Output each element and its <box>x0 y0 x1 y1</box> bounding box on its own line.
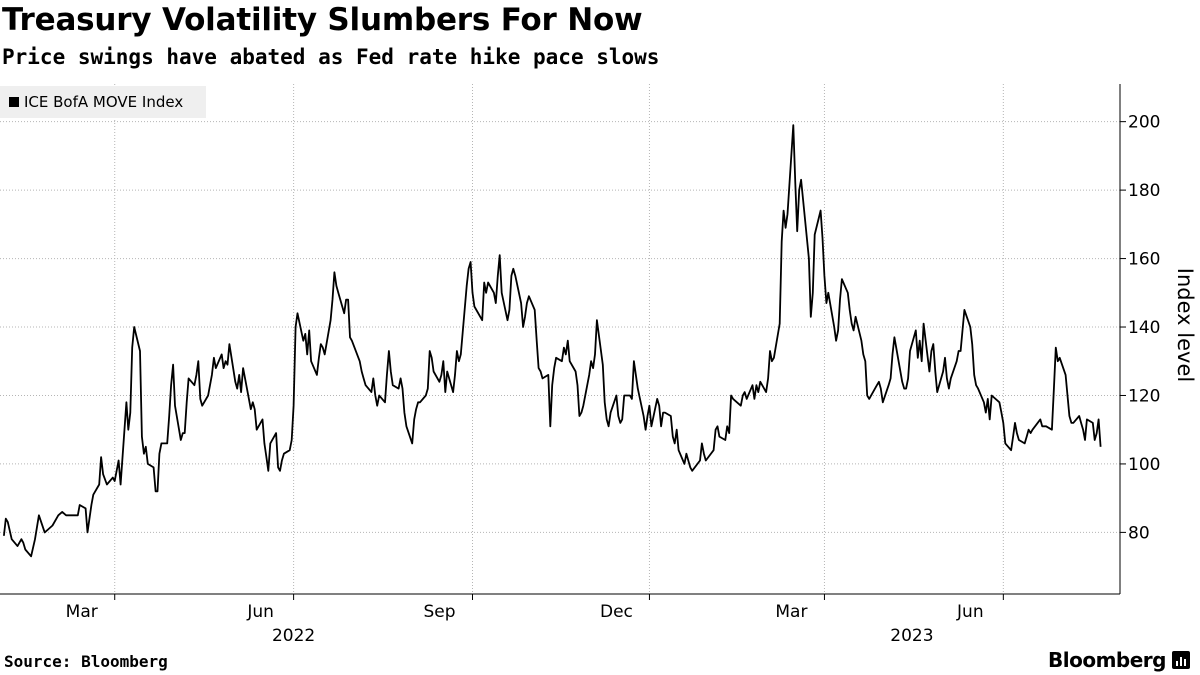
chart-title: Treasury Volatility Slumbers For Now <box>2 2 643 38</box>
x-year-label: 2023 <box>890 626 933 646</box>
y-tick-label: 140 <box>1128 318 1160 338</box>
y-axis-title: Index level <box>1173 268 1197 382</box>
bloomberg-chart-icon <box>1171 651 1190 669</box>
x-year-label: 2022 <box>272 626 315 646</box>
x-tick-label: Sep <box>423 602 455 622</box>
axes <box>0 84 1126 600</box>
y-tick-label: 120 <box>1128 386 1160 406</box>
gridlines <box>0 84 1120 594</box>
y-tick-label: 80 <box>1128 523 1150 543</box>
source-note: Source: Bloomberg <box>4 652 168 671</box>
series-layer <box>3 124 1102 558</box>
series-line-move-index <box>3 124 1102 558</box>
legend-label: ICE BofA MOVE Index <box>24 93 184 111</box>
y-tick-label: 180 <box>1128 181 1160 201</box>
brand-logo: Bloomberg <box>1048 648 1190 672</box>
x-tick-label: Jun <box>956 602 984 622</box>
x-tick-label: Mar <box>66 602 98 622</box>
y-tick-label: 100 <box>1128 455 1160 475</box>
legend-swatch <box>9 97 19 107</box>
x-tick-label: Dec <box>600 602 633 622</box>
x-tick-label: Jun <box>246 602 274 622</box>
x-tick-label: Mar <box>775 602 807 622</box>
y-tick-label: 200 <box>1128 113 1160 133</box>
y-tick-label: 160 <box>1128 250 1160 270</box>
chart-subtitle: Price swings have abated as Fed rate hik… <box>2 45 660 69</box>
brand-wordmark: Bloomberg <box>1048 648 1166 672</box>
legend: ICE BofA MOVE Index <box>0 86 206 118</box>
tick-labels: 80 100 120 140 160 180 200 Mar Jun Sep Dec Mar Jun 20… <box>66 113 1197 646</box>
